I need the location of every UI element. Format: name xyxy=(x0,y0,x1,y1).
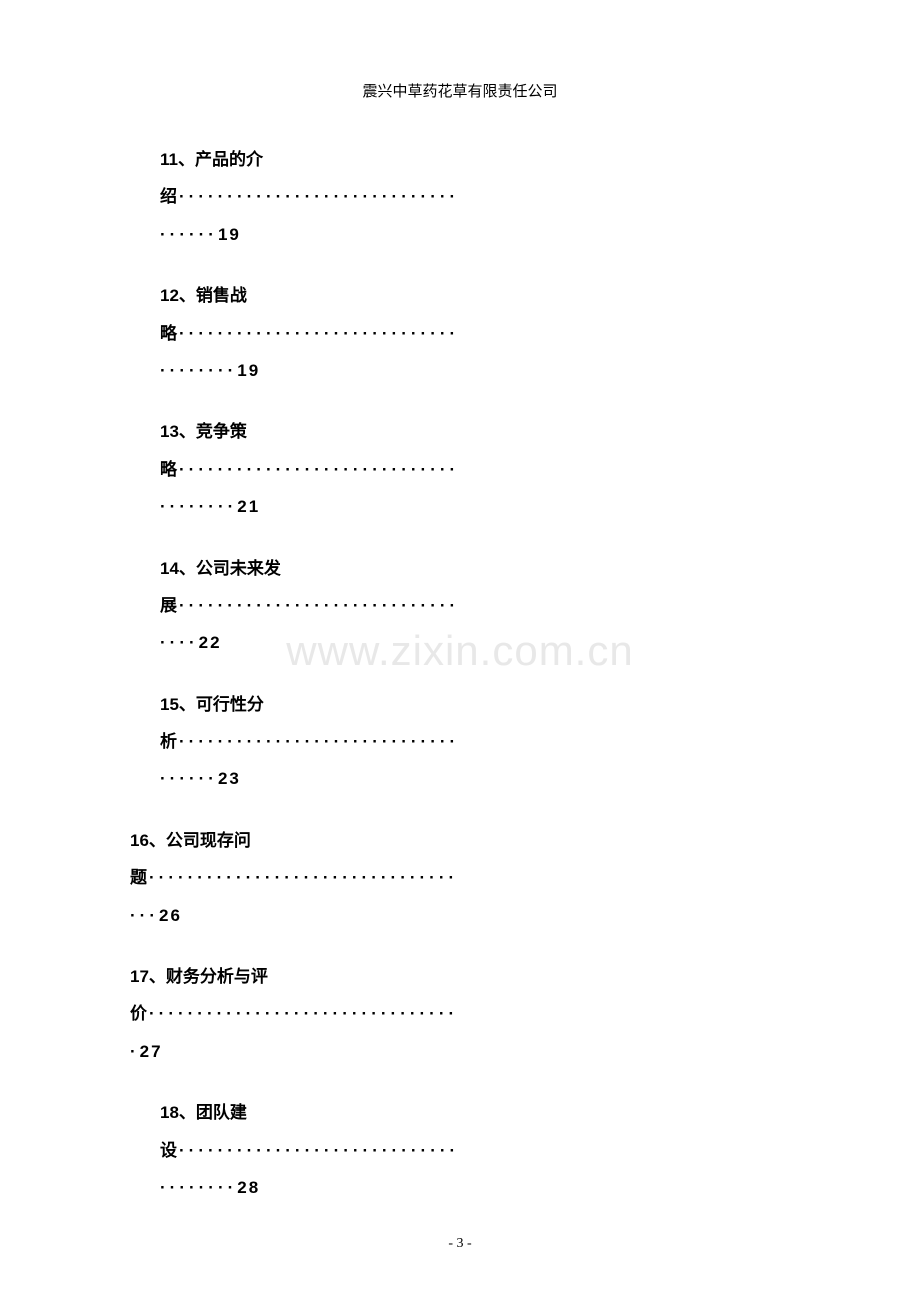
toc-page-ref: 19 xyxy=(237,361,260,380)
toc-page-ref: 19 xyxy=(218,225,241,244)
toc-entry-13: 13、竞争策略·································… xyxy=(160,413,790,525)
toc-entry-line2: 析····························· xyxy=(160,723,790,760)
toc-entry-line3: ····22 xyxy=(160,624,790,661)
toc-page-ref: 22 xyxy=(199,633,222,652)
toc-entry-18: 18、团队建设·································… xyxy=(160,1094,790,1206)
toc-entry-line1: 15、可行性分 xyxy=(160,686,790,723)
toc-entry-line3: ········19 xyxy=(160,352,790,389)
toc-entry-line2: 展····························· xyxy=(160,587,790,624)
toc-entry-line1: 17、财务分析与评 xyxy=(130,958,790,995)
toc-entry-17: 17、财务分析与评价······························… xyxy=(130,958,790,1070)
toc-entry-line2: 绍····························· xyxy=(160,178,790,215)
toc-entry-line2: 价································ xyxy=(130,995,790,1032)
toc-entry-line1: 13、竞争策 xyxy=(160,413,790,450)
toc-entry-line1: 14、公司未来发 xyxy=(160,550,790,587)
toc-page-ref: 28 xyxy=(237,1178,260,1197)
toc-entry-line1: 16、公司现存问 xyxy=(130,822,790,859)
toc-entry-line1: 12、销售战 xyxy=(160,277,790,314)
toc-entry-line3: ·27 xyxy=(130,1033,790,1070)
toc-page-ref: 27 xyxy=(140,1042,163,1061)
toc-entry-line1: 11、产品的介 xyxy=(160,141,790,178)
toc-entry-15: 15、可行性分析································… xyxy=(160,686,790,798)
toc-entry-11: 11、产品的介绍································… xyxy=(160,141,790,253)
toc-entry-line2: 略····························· xyxy=(160,451,790,488)
toc-page-ref: 21 xyxy=(237,497,260,516)
toc-page-ref: 26 xyxy=(159,906,182,925)
toc-entry-line2: 略····························· xyxy=(160,315,790,352)
toc-entry-line3: ······23 xyxy=(160,760,790,797)
page-number: - 3 - xyxy=(448,1236,471,1252)
toc-entry-line3: ········28 xyxy=(160,1169,790,1206)
toc-page-ref: 23 xyxy=(218,769,241,788)
toc-entry-16: 16、公司现存问题·······························… xyxy=(130,822,790,934)
toc-entry-line2: 题································ xyxy=(130,859,790,896)
toc-entry-line1: 18、团队建 xyxy=(160,1094,790,1131)
toc-entry-line3: ···26 xyxy=(130,897,790,934)
toc-entry-line3: ······19 xyxy=(160,216,790,253)
toc-entry-line3: ········21 xyxy=(160,488,790,525)
toc-container: 11、产品的介绍································… xyxy=(130,141,790,1206)
toc-entry-line2: 设····························· xyxy=(160,1132,790,1169)
page-header: 震兴中草药花草有限责任公司 xyxy=(130,80,790,101)
toc-entry-12: 12、销售战略·································… xyxy=(160,277,790,389)
toc-entry-14: 14、公司未来发展·······························… xyxy=(160,550,790,662)
